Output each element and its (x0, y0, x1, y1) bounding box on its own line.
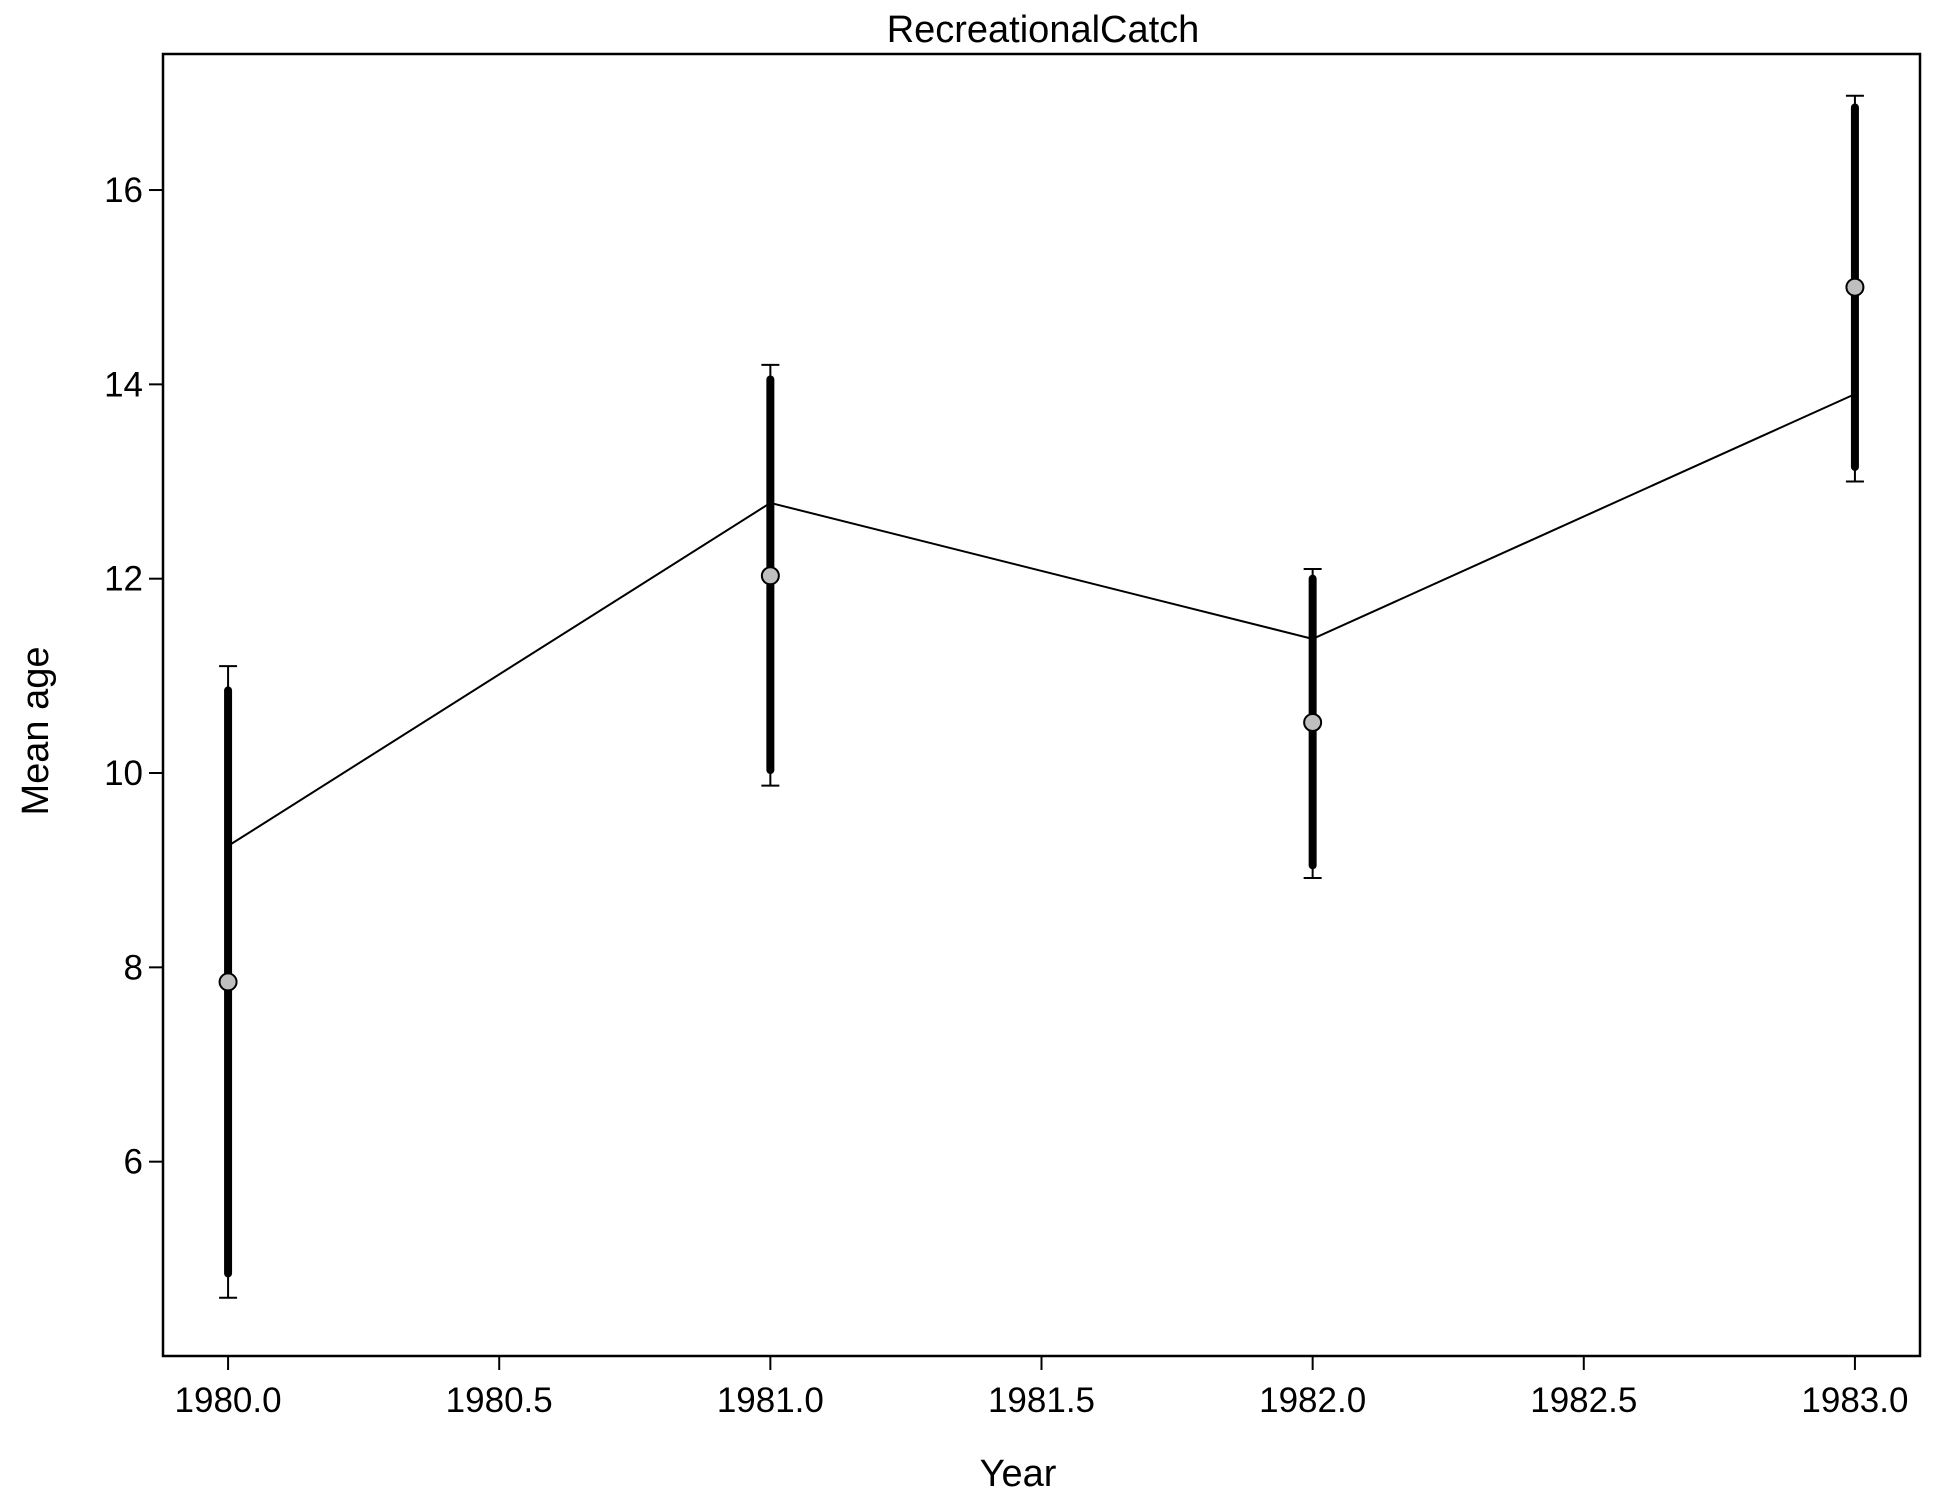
x-tick-label: 1980.0 (175, 1381, 282, 1420)
y-tick-label: 12 (104, 560, 143, 599)
plot-frame (161, 52, 1922, 1358)
x-axis-label: Year (980, 1453, 1057, 1495)
y-tick-label: 6 (124, 1143, 143, 1182)
x-tick-label: 1982.0 (1259, 1381, 1366, 1420)
x-axis: 1980.0 1980.5 1981.0 1981.5 1982.0 1982.5 1983… (175, 1356, 1908, 1420)
x-tick-label: 1981.0 (717, 1381, 824, 1420)
x-tick-label: 1983.0 (1801, 1381, 1908, 1420)
observed-point (218, 972, 238, 992)
x-tick-label: 1982.5 (1530, 1381, 1637, 1420)
y-tick-label: 8 (124, 948, 143, 987)
error-bar-layer (219, 94, 1864, 1299)
chart-title: RecreationalCatch (887, 9, 1200, 51)
expected-line-layer (227, 393, 1856, 847)
y-tick-label: 16 (104, 171, 143, 210)
y-tick-label: 10 (104, 754, 143, 793)
y-tick-label: 14 (104, 365, 143, 404)
observed-point (1845, 277, 1865, 297)
y-axis: 6 8 10 12 14 16 (104, 171, 163, 1182)
point-layer (218, 277, 1865, 992)
x-tick-label: 1981.5 (988, 1381, 1095, 1420)
observed-point (1303, 712, 1323, 732)
y-axis-label: Mean age (15, 646, 57, 815)
observed-point (760, 566, 780, 586)
x-tick-label: 1980.5 (446, 1381, 553, 1420)
expected-mean-age-line (227, 393, 1856, 847)
